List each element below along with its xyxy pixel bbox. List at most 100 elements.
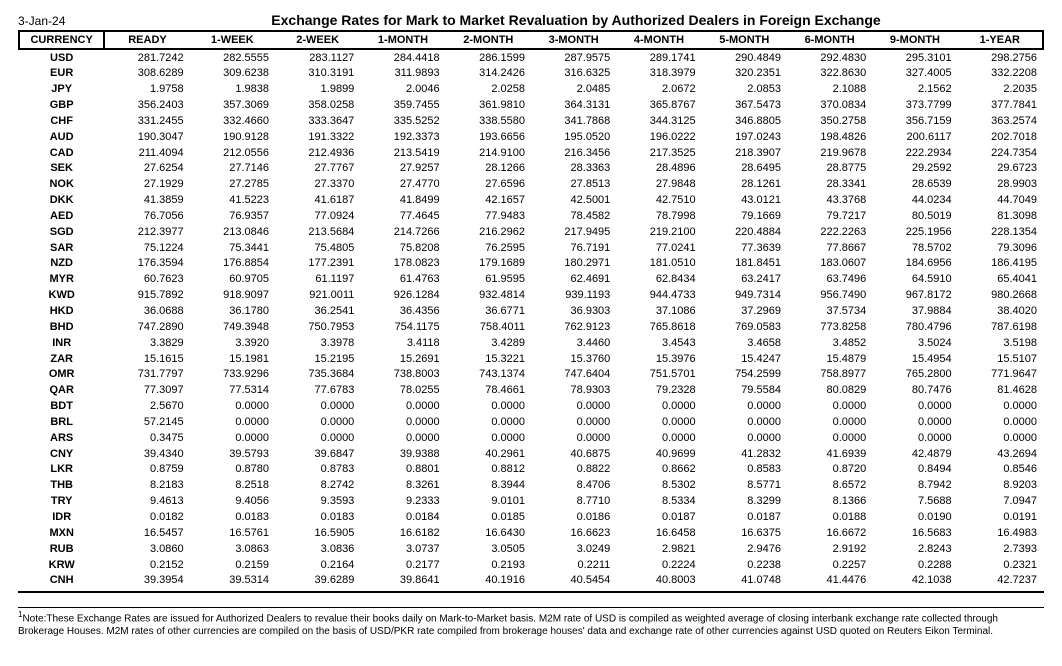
rate-cell: 361.9810 bbox=[446, 98, 531, 114]
rate-cell: 2.2035 bbox=[958, 82, 1043, 98]
table-row: THB8.21838.25188.27428.32618.39448.47068… bbox=[19, 478, 1043, 494]
rate-cell: 224.7354 bbox=[958, 145, 1043, 161]
rate-cell: 3.5024 bbox=[872, 335, 957, 351]
rate-cell: 0.0000 bbox=[531, 399, 616, 415]
rate-cell: 29.2592 bbox=[872, 161, 957, 177]
rate-cell: 15.1615 bbox=[104, 351, 189, 367]
rate-cell: 3.0860 bbox=[104, 541, 189, 557]
rate-cell: 37.2969 bbox=[702, 304, 787, 320]
table-row: MYR60.762360.970561.119761.476361.959562… bbox=[19, 272, 1043, 288]
rate-cell: 8.1366 bbox=[787, 494, 872, 510]
rate-cell: 332.2208 bbox=[958, 66, 1043, 82]
table-row: QAR77.309777.531477.678378.025578.466178… bbox=[19, 383, 1043, 399]
rate-cell: 37.1086 bbox=[616, 304, 701, 320]
rate-cell: 27.4770 bbox=[360, 177, 445, 193]
rate-cell: 346.8805 bbox=[702, 113, 787, 129]
rate-cell: 77.8667 bbox=[787, 240, 872, 256]
rate-cell: 2.0046 bbox=[360, 82, 445, 98]
rate-cell: 332.4660 bbox=[190, 113, 275, 129]
rate-cell: 40.9699 bbox=[616, 446, 701, 462]
rate-cell: 176.8854 bbox=[190, 256, 275, 272]
rate-cell: 16.5457 bbox=[104, 525, 189, 541]
rate-cell: 63.2417 bbox=[702, 272, 787, 288]
rate-cell: 42.4879 bbox=[872, 446, 957, 462]
rate-cell: 2.0672 bbox=[616, 82, 701, 98]
rate-cell: 3.0863 bbox=[190, 541, 275, 557]
currency-cell: KRW bbox=[19, 557, 104, 573]
rate-cell: 3.0737 bbox=[360, 541, 445, 557]
rate-cell: 216.2962 bbox=[446, 224, 531, 240]
rate-cell: 3.0505 bbox=[446, 541, 531, 557]
col-1-year: 1-YEAR bbox=[958, 31, 1043, 49]
rate-cell: 0.3475 bbox=[104, 430, 189, 446]
rate-cell: 202.7018 bbox=[958, 129, 1043, 145]
rate-cell: 40.6875 bbox=[531, 446, 616, 462]
rate-cell: 3.0836 bbox=[275, 541, 360, 557]
rate-cell: 9.2333 bbox=[360, 494, 445, 510]
currency-cell: CNH bbox=[19, 573, 104, 589]
rate-cell: 281.7242 bbox=[104, 49, 189, 66]
rate-cell: 79.1669 bbox=[702, 208, 787, 224]
rate-cell: 16.5683 bbox=[872, 525, 957, 541]
table-row: NZD176.3594176.8854177.2391178.0823179.1… bbox=[19, 256, 1043, 272]
rate-cell: 77.3639 bbox=[702, 240, 787, 256]
rate-cell: 60.9705 bbox=[190, 272, 275, 288]
rate-cell: 41.8499 bbox=[360, 193, 445, 209]
rate-cell: 27.9848 bbox=[616, 177, 701, 193]
rate-cell: 751.5701 bbox=[616, 367, 701, 383]
rate-cell: 758.4011 bbox=[446, 319, 531, 335]
currency-cell: USD bbox=[19, 49, 104, 66]
rate-cell: 218.3907 bbox=[702, 145, 787, 161]
rate-cell: 217.9495 bbox=[531, 224, 616, 240]
rate-cell: 2.7393 bbox=[958, 541, 1043, 557]
rate-cell: 36.9303 bbox=[531, 304, 616, 320]
rate-cell: 1.9838 bbox=[190, 82, 275, 98]
rate-cell: 331.2455 bbox=[104, 113, 189, 129]
rate-cell: 0.0190 bbox=[872, 509, 957, 525]
rate-cell: 16.5761 bbox=[190, 525, 275, 541]
rate-cell: 3.4289 bbox=[446, 335, 531, 351]
rate-cell: 197.0243 bbox=[702, 129, 787, 145]
rate-cell: 16.5905 bbox=[275, 525, 360, 541]
rate-cell: 292.4830 bbox=[787, 49, 872, 66]
currency-cell: SAR bbox=[19, 240, 104, 256]
rate-cell: 949.7314 bbox=[702, 288, 787, 304]
rate-cell: 0.2193 bbox=[446, 557, 531, 573]
rate-cell: 190.9128 bbox=[190, 129, 275, 145]
col-5-month: 5-MONTH bbox=[702, 31, 787, 49]
rate-cell: 8.2183 bbox=[104, 478, 189, 494]
rate-cell: 926.1284 bbox=[360, 288, 445, 304]
currency-cell: AUD bbox=[19, 129, 104, 145]
rate-cell: 0.2159 bbox=[190, 557, 275, 573]
rate-cell: 219.9678 bbox=[787, 145, 872, 161]
rate-cell: 41.6939 bbox=[787, 446, 872, 462]
rate-cell: 27.2785 bbox=[190, 177, 275, 193]
rate-cell: 298.2756 bbox=[958, 49, 1043, 66]
rate-cell: 333.3647 bbox=[275, 113, 360, 129]
currency-cell: AED bbox=[19, 208, 104, 224]
rate-cell: 762.9123 bbox=[531, 319, 616, 335]
col-1-week: 1-WEEK bbox=[190, 31, 275, 49]
rate-cell: 749.3948 bbox=[190, 319, 275, 335]
rate-cell: 3.3978 bbox=[275, 335, 360, 351]
rate-cell: 28.6495 bbox=[702, 161, 787, 177]
rate-cell: 359.7455 bbox=[360, 98, 445, 114]
rate-cell: 28.6539 bbox=[872, 177, 957, 193]
rate-cell: 0.0187 bbox=[616, 509, 701, 525]
rate-cell: 78.4661 bbox=[446, 383, 531, 399]
currency-cell: HKD bbox=[19, 304, 104, 320]
table-row: SGD212.3977213.0846213.5684214.7266216.2… bbox=[19, 224, 1043, 240]
rate-cell: 213.0846 bbox=[190, 224, 275, 240]
rate-cell: 3.4460 bbox=[531, 335, 616, 351]
currency-cell: BDT bbox=[19, 399, 104, 415]
rate-cell: 364.3131 bbox=[531, 98, 616, 114]
table-row: AED76.705676.935777.092477.464577.948378… bbox=[19, 208, 1043, 224]
report-date: 3-Jan-24 bbox=[18, 14, 108, 28]
rate-cell: 77.0241 bbox=[616, 240, 701, 256]
currency-cell: SGD bbox=[19, 224, 104, 240]
rate-cell: 80.0829 bbox=[787, 383, 872, 399]
rate-cell: 15.3760 bbox=[531, 351, 616, 367]
rate-cell: 314.2426 bbox=[446, 66, 531, 82]
col-2-week: 2-WEEK bbox=[275, 31, 360, 49]
rate-cell: 773.8258 bbox=[787, 319, 872, 335]
